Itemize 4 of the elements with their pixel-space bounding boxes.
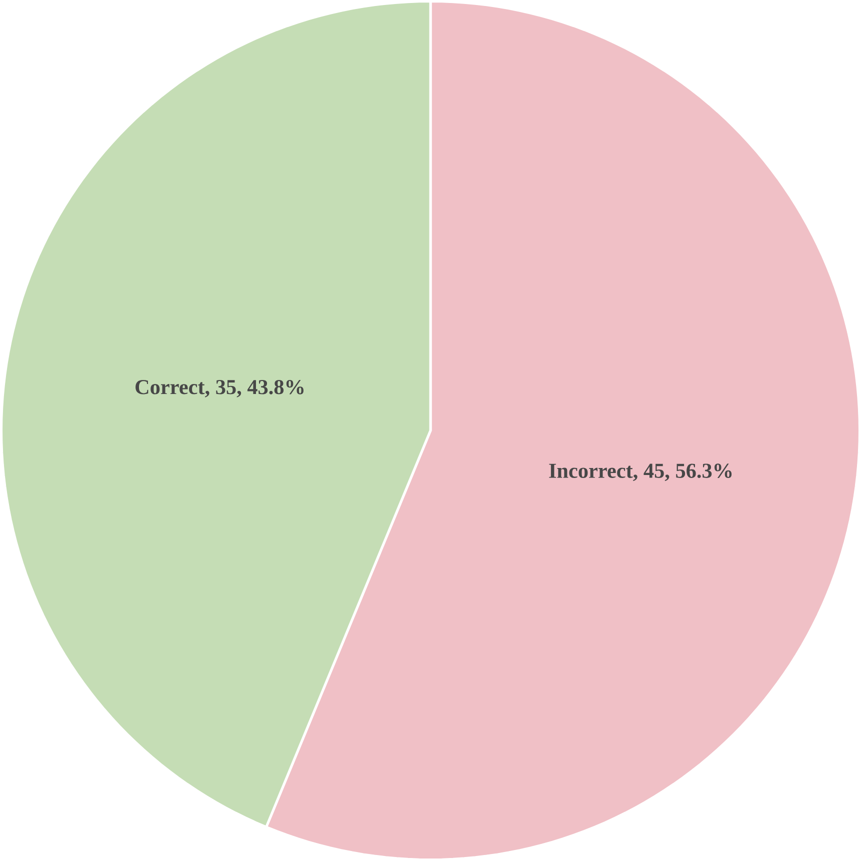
slice-label: Incorrect [549, 464, 633, 478]
slice-label: Correct [136, 380, 205, 394]
data-label: , 45, 56.3% [633, 464, 732, 482]
data-label: , 35, 43.8% [205, 380, 304, 398]
